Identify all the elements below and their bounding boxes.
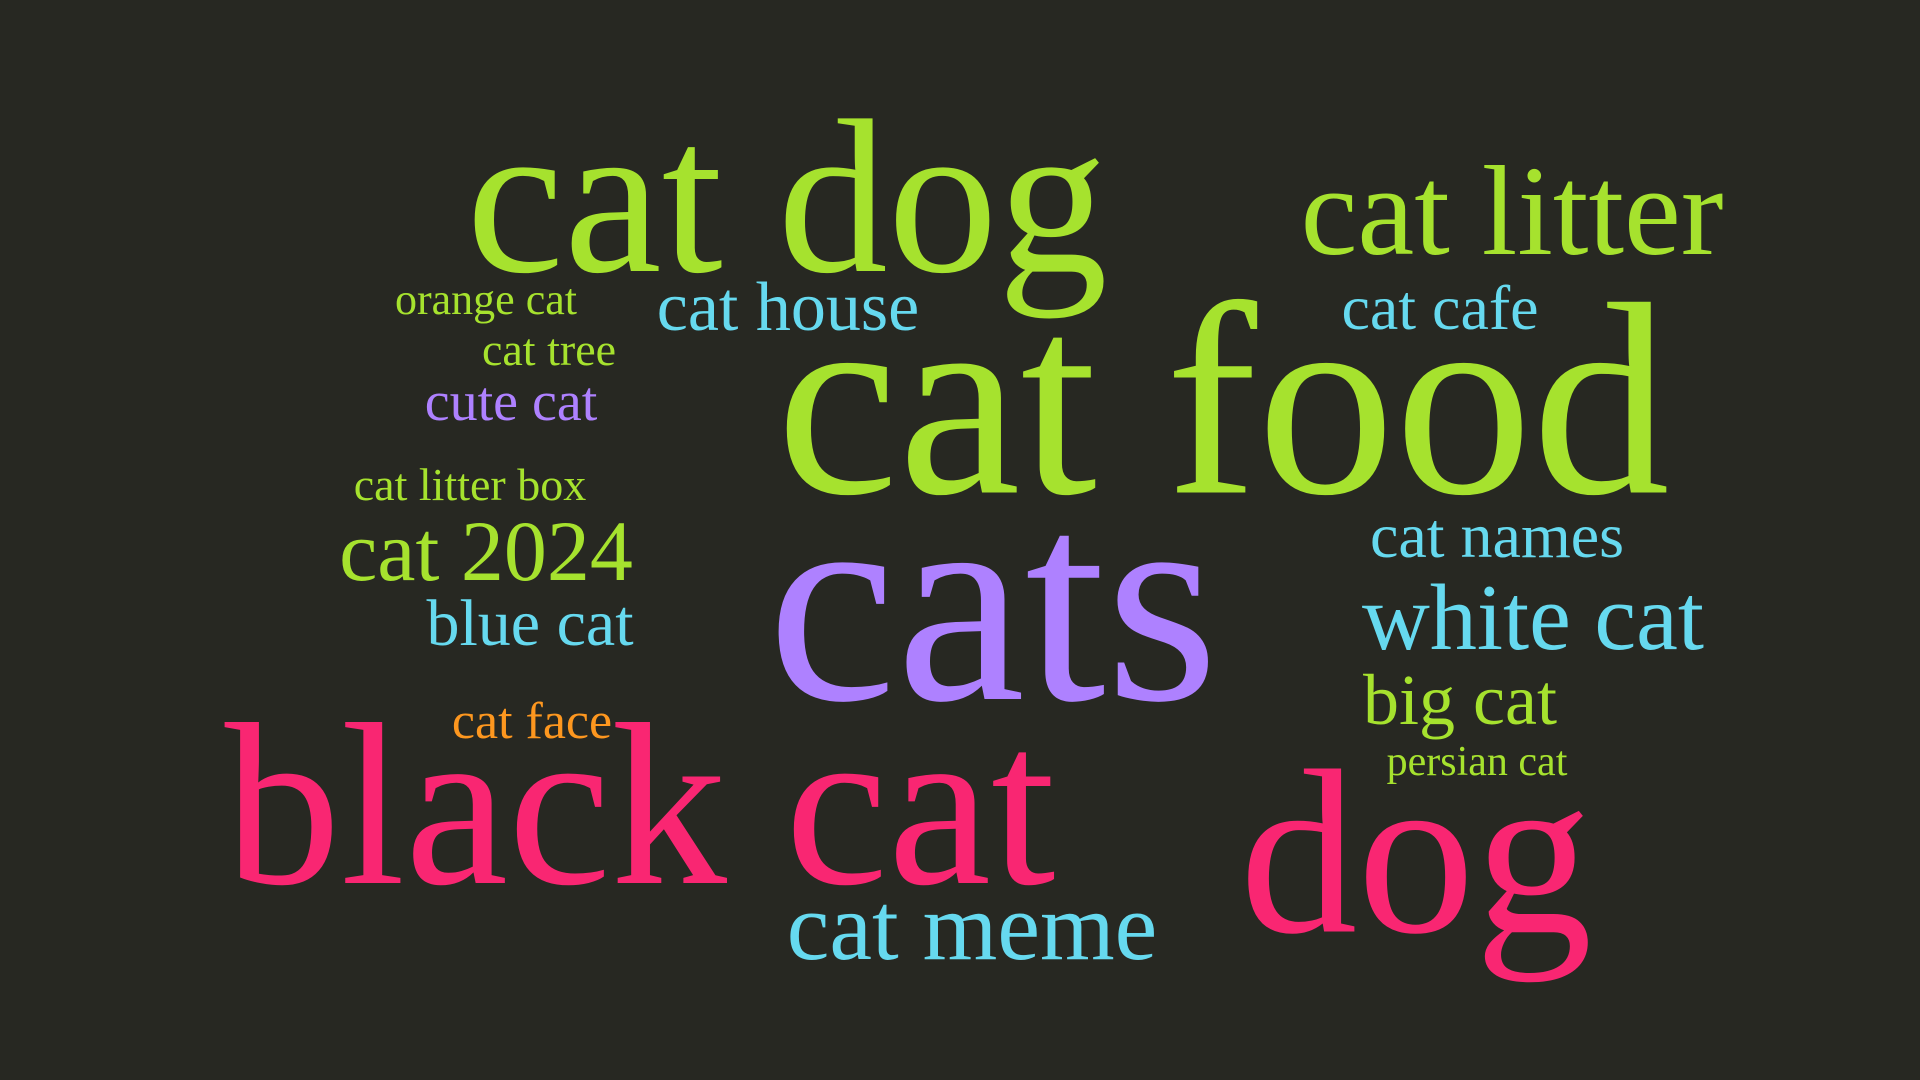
- word-cat-litter-box: cat litter box: [353, 459, 587, 510]
- word-black-cat: black cat: [224, 677, 1056, 934]
- word-dog: dog: [1239, 722, 1593, 983]
- word-orange-cat: orange cat: [395, 275, 577, 324]
- word-cat-meme: cat meme: [786, 873, 1158, 980]
- word-white-cat: white cat: [1362, 566, 1704, 670]
- word-cat-names: cat names: [1369, 500, 1625, 571]
- word-cat-face: cat face: [451, 693, 613, 750]
- word-cat-house: cat house: [656, 269, 920, 346]
- word-cat-2024: cat 2024: [339, 503, 633, 599]
- word-blue-cat: blue cat: [426, 587, 634, 660]
- word-big-cat: big cat: [1363, 660, 1557, 740]
- word-cute-cat: cute cat: [424, 371, 598, 433]
- word-cat-dog: cat dog: [466, 75, 1108, 319]
- word-cat-food: cat food: [776, 248, 1670, 553]
- word-cat-cafe: cat cafe: [1341, 272, 1539, 343]
- word-cat-tree: cat tree: [481, 324, 617, 375]
- word-persian-cat: persian cat: [1386, 739, 1568, 785]
- word-cat-litter: cat litter: [1300, 140, 1724, 282]
- word-cats: cats: [767, 441, 1219, 762]
